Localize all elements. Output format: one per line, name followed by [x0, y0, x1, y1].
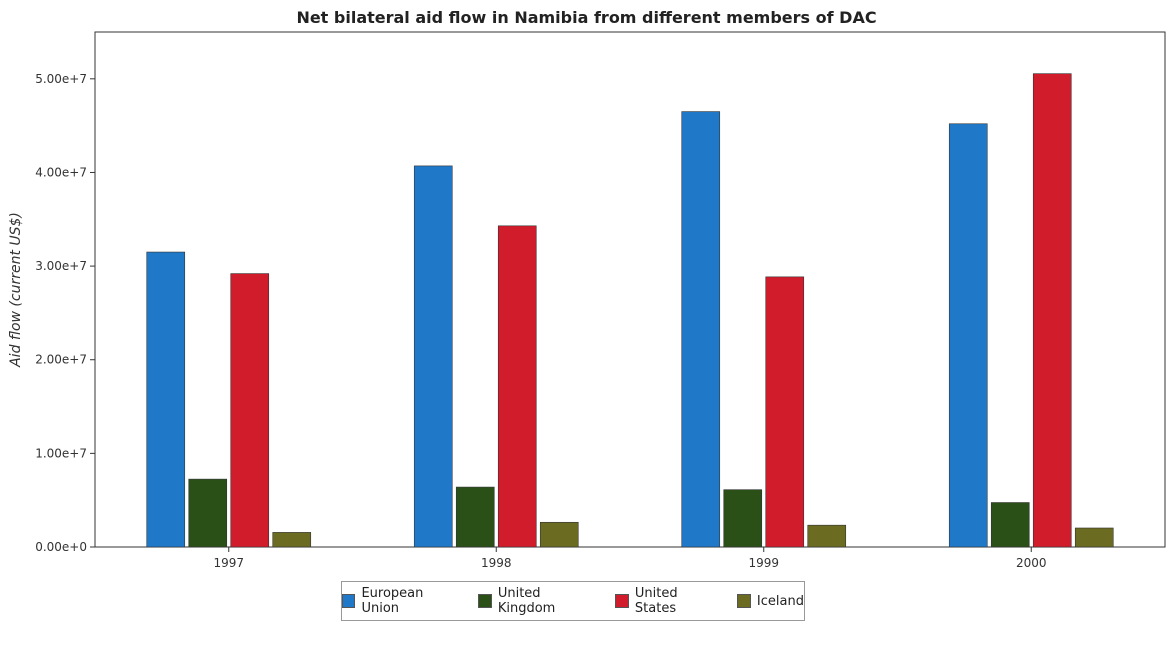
- legend-label: United States: [634, 586, 678, 616]
- bar: [990, 502, 1030, 548]
- legend-item: United States: [615, 586, 718, 616]
- legend-swatch: [478, 594, 492, 608]
- x-tick-label: 2000: [1016, 556, 1047, 570]
- bar: [765, 276, 805, 548]
- bar: [497, 225, 537, 548]
- plot-frame: [94, 31, 1166, 548]
- legend-swatch: [342, 594, 356, 608]
- legend: European Union United Kingdom United State…: [341, 581, 805, 621]
- bar: [1074, 527, 1114, 548]
- legend-label: Iceland: [756, 593, 804, 609]
- y-axis-label: Aid flow (current US$): [8, 212, 24, 368]
- legend-item: Iceland: [736, 593, 804, 609]
- bar: [807, 524, 847, 548]
- x-tick-label: 1998: [481, 556, 512, 570]
- bar: [681, 111, 721, 548]
- y-tick-label: 1.00e+7: [35, 446, 87, 460]
- bar: [948, 123, 988, 548]
- legend-label: European Union: [361, 586, 424, 616]
- bar: [455, 486, 495, 548]
- x-tick-label: 1997: [213, 556, 244, 570]
- bar: [146, 251, 186, 548]
- legend-item: European Union: [342, 586, 460, 616]
- x-tick-label: 1999: [748, 556, 779, 570]
- bar: [723, 489, 763, 548]
- legend-swatch: [615, 594, 629, 608]
- bar: [188, 478, 228, 548]
- bar: [272, 532, 312, 548]
- legend-item: United Kingdom: [478, 586, 597, 616]
- bar: [1032, 73, 1072, 548]
- legend-swatch: [736, 594, 751, 608]
- legend-label: United Kingdom: [497, 586, 556, 616]
- bar: [539, 521, 579, 548]
- chart-title: Net bilateral aid flow in Namibia from d…: [296, 8, 877, 27]
- bar: [413, 165, 453, 548]
- y-tick-label: 0.00e+0: [35, 540, 87, 554]
- y-tick-label: 4.00e+7: [35, 165, 87, 179]
- bar: [230, 273, 270, 548]
- y-tick-label: 2.00e+7: [35, 353, 87, 367]
- y-tick-label: 3.00e+7: [35, 259, 87, 273]
- y-tick-label: 5.00e+7: [35, 72, 87, 86]
